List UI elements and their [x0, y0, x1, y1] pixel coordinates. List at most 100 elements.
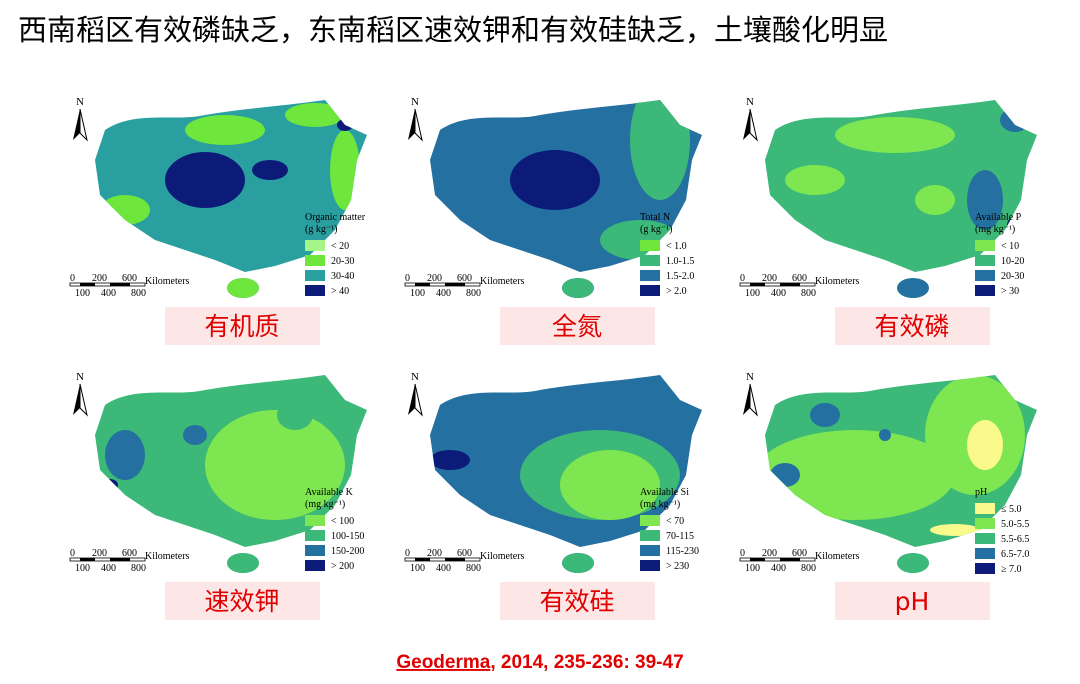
region: [285, 103, 345, 127]
legend-label: 115-230: [666, 546, 699, 557]
scale-unit: Kilometers: [480, 551, 525, 562]
region: [785, 165, 845, 195]
north-arrow-half: [79, 108, 88, 142]
region: [560, 450, 660, 520]
region: [967, 420, 1003, 470]
legend-title: Organic matter: [305, 212, 366, 223]
north-arrow-half: [749, 383, 758, 417]
legend-swatch: [975, 270, 995, 281]
legend-swatch: [975, 563, 995, 574]
legend-swatch: [305, 240, 325, 251]
region: [1000, 108, 1030, 132]
journal: Geoderma: [396, 652, 490, 673]
panel-label-box: [500, 582, 655, 620]
scale-label: 200: [92, 548, 107, 559]
north-arrow: [743, 109, 750, 140]
scale-label: 200: [762, 273, 777, 284]
legend-label: > 200: [331, 561, 354, 572]
scale-bar: [739, 557, 816, 562]
panel-label-box: [500, 307, 655, 345]
region: [227, 278, 259, 298]
legend-swatch: [975, 533, 995, 544]
region: [930, 524, 980, 536]
region: [879, 429, 891, 441]
region: [630, 100, 690, 200]
scale-label: 100: [410, 288, 425, 299]
legend-swatch: [305, 560, 325, 571]
legend-label: 30-40: [331, 271, 354, 282]
panel-label-box: [835, 582, 990, 620]
panel-label: 有机质: [204, 312, 279, 341]
region: [185, 115, 265, 145]
legend-label: ≤ 5.0: [1001, 504, 1022, 515]
region: [183, 425, 207, 445]
scale-bar-fill: [780, 283, 800, 286]
legend-swatch: [640, 240, 660, 251]
scale-label: 800: [131, 563, 146, 574]
map-panel: N Available Si(mg kg⁻¹) < 70 70-115 115-230 >…: [404, 371, 702, 620]
north-arrow: [743, 384, 750, 415]
north-arrow-half: [414, 383, 423, 417]
legend-label: > 40: [331, 286, 349, 297]
legend-label: 5.5-6.5: [1001, 534, 1029, 545]
scale-bar: [69, 282, 146, 287]
north-arrow-half: [749, 108, 758, 142]
region: [430, 450, 470, 470]
legend-label: 70-115: [666, 531, 694, 542]
legend-swatch: [305, 530, 325, 541]
legend-label: < 70: [666, 516, 684, 527]
legend-label: 6.5-7.0: [1001, 549, 1029, 560]
panel-label: 全氮: [552, 312, 602, 341]
region: [765, 430, 955, 520]
scale-label: 0: [740, 548, 745, 559]
legend-label: ≥ 7.0: [1001, 564, 1022, 575]
panel-label-box: [165, 582, 320, 620]
legend-label: 1.5-2.0: [666, 271, 694, 282]
legend-title: Available K: [305, 487, 354, 498]
scale-label: 400: [771, 563, 786, 574]
legend-label: 10-20: [1001, 256, 1024, 267]
legend-label: > 230: [666, 561, 689, 572]
region: [252, 160, 288, 180]
legend-swatch: [305, 255, 325, 266]
legend-unit: (g kg⁻¹): [640, 224, 672, 235]
scale-label: 400: [101, 288, 116, 299]
scale-label: 200: [427, 548, 442, 559]
region: [897, 553, 929, 573]
legend-title: Total N: [640, 212, 670, 223]
scale-label: 100: [745, 563, 760, 574]
north-arrow-half: [414, 108, 423, 142]
legend-swatch: [305, 270, 325, 281]
legend-label: 5.0-5.5: [1001, 519, 1029, 530]
legend-swatch: [640, 285, 660, 296]
legend-swatch: [975, 518, 995, 529]
scale-label: 200: [762, 548, 777, 559]
legend-unit: (g kg⁻¹): [305, 224, 337, 235]
legend-label: 20-30: [331, 256, 354, 267]
region: [835, 117, 955, 153]
legend-swatch: [640, 255, 660, 266]
panel-label-box: [835, 307, 990, 345]
scale-bar-fill: [445, 558, 465, 561]
scale-bar-fill: [445, 283, 465, 286]
legend-title: pH: [975, 487, 987, 498]
scale-label: 100: [410, 563, 425, 574]
scale-label: 800: [131, 288, 146, 299]
scale-label: 600: [792, 273, 807, 284]
scale-label: 800: [466, 288, 481, 299]
north-arrow: [408, 109, 415, 140]
legend-swatch: [975, 285, 995, 296]
scale-unit: Kilometers: [815, 276, 860, 287]
region: [100, 195, 150, 225]
legend-swatch: [975, 240, 995, 251]
region: [337, 119, 353, 131]
citation: Geoderma, 2014, 235-236: 39-47: [396, 652, 683, 673]
north-arrow: [408, 384, 415, 415]
scale-label: 600: [792, 548, 807, 559]
legend-swatch: [640, 560, 660, 571]
region: [227, 553, 259, 573]
legend-unit: (mg kg⁻¹): [640, 499, 680, 510]
scale-label: 100: [75, 563, 90, 574]
map-panel: N Available P(mg kg⁻¹) < 10 10-20 20-30 > 30 0…: [739, 96, 1037, 345]
